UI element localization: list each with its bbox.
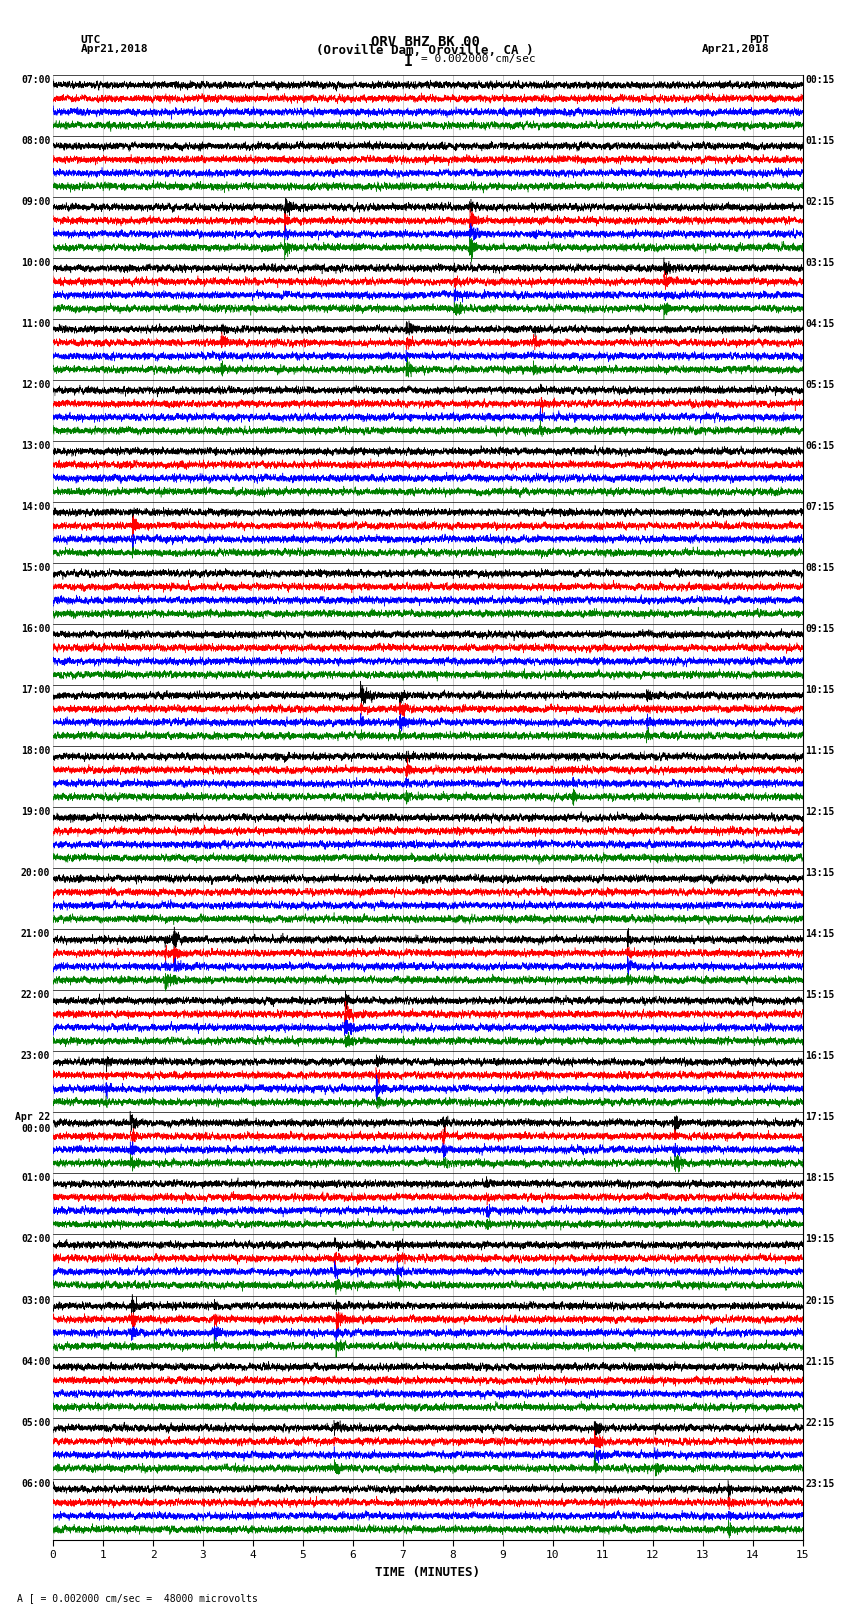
Text: Apr21,2018: Apr21,2018 xyxy=(81,44,148,55)
Text: I: I xyxy=(404,53,412,69)
Text: (Oroville Dam, Oroville, CA ): (Oroville Dam, Oroville, CA ) xyxy=(316,44,534,58)
Text: ORV BHZ BK 00: ORV BHZ BK 00 xyxy=(371,35,479,48)
Text: = 0.002000 cm/sec: = 0.002000 cm/sec xyxy=(421,53,536,65)
Text: PDT: PDT xyxy=(749,35,769,45)
Text: Apr21,2018: Apr21,2018 xyxy=(702,44,769,55)
X-axis label: TIME (MINUTES): TIME (MINUTES) xyxy=(376,1566,480,1579)
Text: A [ = 0.002000 cm/sec =  48000 microvolts: A [ = 0.002000 cm/sec = 48000 microvolts xyxy=(17,1594,258,1603)
Text: UTC: UTC xyxy=(81,35,101,45)
